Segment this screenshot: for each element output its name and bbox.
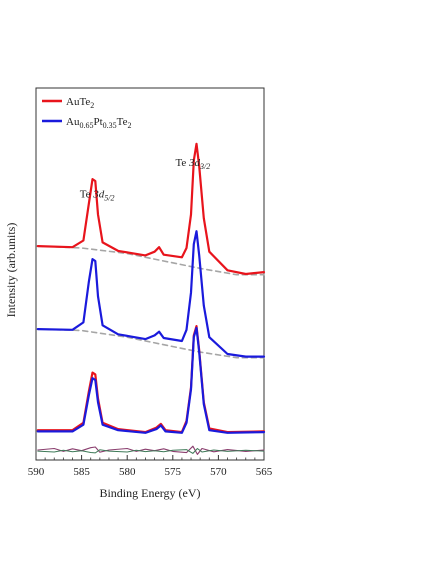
x-axis-ticks: 590 585 580 575 570 565 [28,455,273,478]
annotation-te-3d52: Te 3d5/2 [80,189,115,203]
x-tick-label: 590 [28,466,45,478]
annotation-te-3d32: Te 3d3/2 [175,157,210,171]
overlay-line-auPtTe2 [36,326,266,434]
x-tick-label: 580 [119,466,136,478]
difference-line-b [37,448,265,454]
peak-annotations: Te 3d5/2 Te 3d3/2 [80,157,211,203]
y-axis-label: Intensity (arb.units) [4,223,18,318]
x-tick-label: 585 [73,466,90,478]
series-line-auTe2 [36,142,266,276]
x-tick-label: 570 [210,466,227,478]
difference-line-a [37,445,265,455]
background-fit-auPtTe2 [37,328,265,359]
background-fit-auTe2 [37,245,265,276]
x-axis-label: Binding Energy (eV) [99,486,200,500]
curves-group [36,142,266,455]
series-line-auPtTe2 [36,230,266,358]
legend-label-auTe2: AuTe2 [66,96,94,110]
x-tick-label: 575 [165,466,182,478]
x-tick-label: 565 [256,466,273,478]
legend: AuTe2 Au0.65Pt0.35Te2 [42,96,131,130]
overlay-line-auTe2 [36,325,266,434]
legend-label-auPtTe2: Au0.65Pt0.35Te2 [66,116,131,130]
